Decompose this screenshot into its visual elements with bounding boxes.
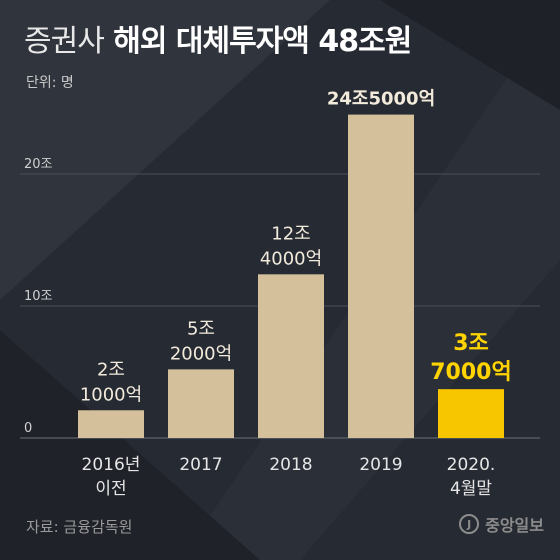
category-label: 이전	[95, 479, 126, 499]
value-label: 3조	[453, 331, 489, 356]
title-light: 증권사	[24, 24, 105, 59]
category-label: 2016년	[82, 455, 141, 475]
value-label: 7000억	[430, 360, 511, 385]
unit-label: 단위: 명	[26, 75, 74, 91]
publisher-logo: J 중앙일보	[459, 512, 544, 536]
bar	[168, 369, 234, 438]
value-label: 2조	[97, 359, 125, 380]
value-label: 5조	[187, 318, 215, 339]
logo-mark-icon: J	[459, 514, 480, 534]
value-label: 24조5000억	[327, 89, 435, 110]
y-tick-label: 0	[24, 421, 32, 436]
category-label: 2019	[359, 455, 402, 475]
bar	[258, 274, 324, 438]
bar	[78, 410, 144, 438]
value-label: 1000억	[80, 384, 142, 405]
source-note: 자료: 금융감독원	[26, 518, 133, 536]
bar	[348, 114, 414, 438]
value-label: 4000억	[260, 248, 322, 269]
title-bold: 해외 대체투자액 48조원	[113, 24, 412, 59]
category-label: 4월말	[450, 479, 492, 499]
bar	[438, 389, 504, 438]
y-tick-label: 10조	[24, 289, 53, 304]
value-label: 2000억	[170, 343, 232, 364]
category-label: 2020.	[447, 455, 496, 475]
y-tick-label: 20조	[24, 157, 53, 172]
category-label: 2017	[179, 455, 222, 475]
category-label: 2018	[269, 455, 312, 475]
logo-text: 중앙일보	[485, 516, 544, 535]
value-label: 12조	[271, 223, 310, 244]
chart-title: 증권사 해외 대체투자액 48조원	[24, 16, 412, 60]
